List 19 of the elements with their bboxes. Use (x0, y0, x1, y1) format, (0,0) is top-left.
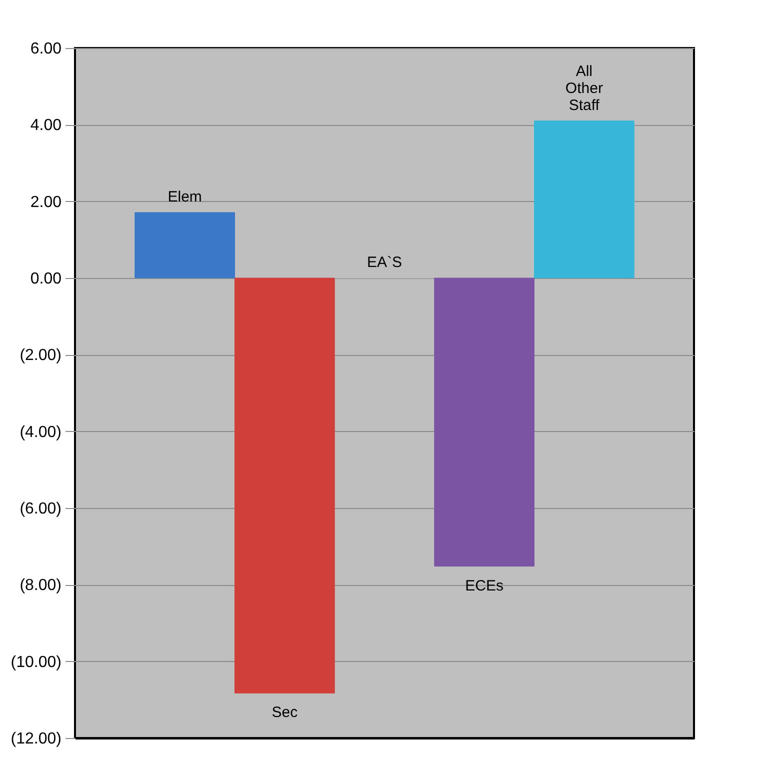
x-tick-label: Sec (272, 704, 298, 722)
y-tick-label: (4.00) (20, 424, 62, 441)
y-tick-label: (10.00) (10, 654, 62, 671)
y-tick-label: (2.00) (20, 347, 62, 364)
x-tick-label: Elem (168, 188, 202, 206)
y-tick-label: 4.00 (30, 117, 62, 134)
bar (134, 212, 235, 278)
x-tick-label: ECEs (465, 577, 504, 594)
x-tick-label: All Other Staff (565, 62, 603, 114)
y-tick-label: (6.00) (20, 500, 62, 518)
x-tick-label: EA`S (366, 254, 402, 271)
y-tick-label: 0.00 (30, 270, 62, 288)
y-tick-label: (8.00) (20, 577, 62, 594)
bar (234, 278, 335, 694)
bar (434, 278, 535, 567)
y-tick-label: 2.00 (30, 194, 62, 211)
y-tick-label: 6.00 (30, 40, 62, 58)
bar (534, 120, 634, 278)
y-tick-label: (12.00) (10, 730, 62, 748)
